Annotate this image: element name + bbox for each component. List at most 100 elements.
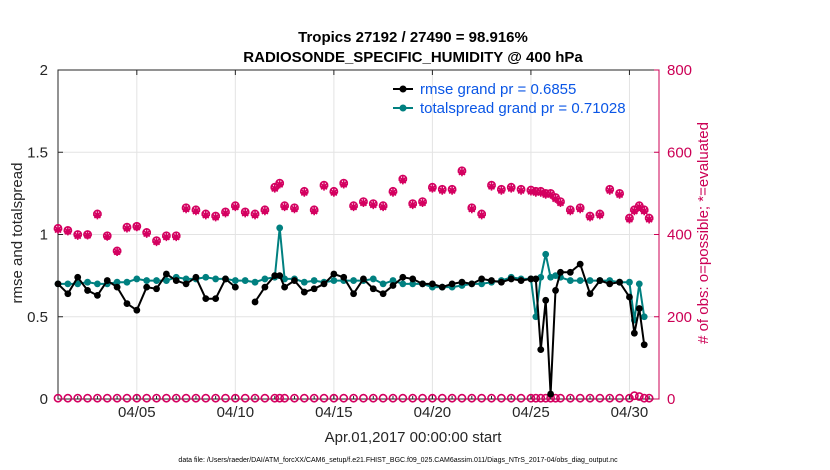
obs_evaluated-marker <box>531 188 541 197</box>
rmse-point <box>74 273 82 281</box>
obs_possible_zero-marker <box>349 393 358 403</box>
obs_possible_zero-marker <box>575 393 585 403</box>
obs_evaluated-marker <box>487 182 496 191</box>
obs_evaluated-marker <box>211 213 220 222</box>
rmse-point <box>143 283 151 291</box>
rmse-point <box>64 290 72 298</box>
totalspread-point <box>640 313 648 321</box>
rmse-point <box>635 305 643 312</box>
obs_evaluated-marker <box>63 227 73 236</box>
y-tick-label-right: 800 <box>667 62 692 79</box>
rmse-point <box>94 291 101 299</box>
obs_possible_zero-marker <box>556 393 565 403</box>
obs_evaluated-marker <box>191 206 201 216</box>
totalspread-point <box>399 280 407 288</box>
obs_evaluated-marker <box>388 188 398 197</box>
obs_evaluated-marker <box>260 206 270 216</box>
rmse-point <box>261 283 269 291</box>
obs_possible_zero-marker <box>378 393 388 403</box>
totalspread-point <box>153 277 160 284</box>
rmse-point <box>389 282 397 289</box>
obs_evaluated-marker <box>546 190 555 199</box>
obs_evaluated-marker <box>221 208 230 218</box>
totalspread-point <box>389 277 397 284</box>
obs_evaluated-marker <box>457 167 467 177</box>
obs_possible_zero-marker <box>290 393 299 403</box>
obs_possible_zero-marker <box>63 393 73 403</box>
totalspread-point <box>241 277 249 284</box>
rmse-point <box>507 275 515 283</box>
obs_possible_zero-marker <box>201 393 211 403</box>
obs_evaluated-marker <box>103 232 112 241</box>
obs_evaluated-marker <box>142 229 151 238</box>
obs_evaluated-marker <box>644 215 654 224</box>
rmse-point <box>497 278 505 286</box>
totalspread-point <box>212 275 220 283</box>
y-axis-label-left: rmse and totalspread <box>9 163 26 304</box>
rmse-point <box>576 260 584 268</box>
x-axis-label: Apr.01,2017 00:00:00 start <box>325 429 503 446</box>
obs_possible_zero-marker <box>531 393 541 403</box>
rmse-point <box>478 275 486 283</box>
rmse-point <box>281 283 289 291</box>
totalspread-point <box>182 275 190 283</box>
rmse-point <box>162 270 170 278</box>
tick-labels: 04/05 04/10 04/15 04/20 04/25 04/3000.511.520… <box>27 62 692 421</box>
totalspread-point <box>84 278 91 286</box>
obs_possible_zero-marker <box>299 393 309 403</box>
obs_possible_zero-marker <box>83 393 92 403</box>
y-tick-label-left: 1 <box>40 227 48 244</box>
rmse-point <box>537 346 545 354</box>
obs_evaluated-marker <box>438 186 447 195</box>
obs_possible_zero-marker <box>122 393 132 403</box>
rmse-point <box>626 293 633 301</box>
obs_possible_zero-marker <box>319 393 329 403</box>
rmse-point <box>586 290 594 298</box>
rmse-point <box>606 280 614 288</box>
obs_evaluated-marker <box>201 210 210 220</box>
obs_possible_zero-marker <box>565 393 575 403</box>
rmse-point <box>330 270 338 278</box>
totalspread-point <box>542 250 550 258</box>
obs_possible_zero-marker <box>551 393 560 403</box>
obs_evaluated-marker <box>625 215 634 224</box>
chart-title-line1: Tropics 27192 / 27490 = 98.916% <box>298 29 528 46</box>
rmse-point <box>192 273 200 281</box>
obs_evaluated-marker <box>93 210 102 220</box>
legend-rmse-marker <box>399 85 407 93</box>
y-tick-label-right: 200 <box>667 309 692 326</box>
rmse-point <box>557 268 564 276</box>
y-tick-label-right: 0 <box>667 391 675 408</box>
obs_possible_zero-marker <box>496 393 506 403</box>
obs_evaluated-marker <box>378 202 388 212</box>
obs_evaluated-marker <box>467 204 477 214</box>
totalspread-point <box>231 277 239 284</box>
legend-rmse-label: rmse grand pr = 0.6855 <box>420 81 576 98</box>
obs_evaluated-marker <box>309 206 319 216</box>
totalspread-point <box>123 278 131 286</box>
obs_evaluated-marker <box>447 186 457 195</box>
totalspread-point <box>350 277 357 284</box>
obs_possible_zero-marker <box>516 393 526 403</box>
y-tick-label-right: 400 <box>667 227 692 244</box>
rmse-point <box>54 280 62 288</box>
obs_evaluated-marker <box>53 225 63 234</box>
x-tick-label: 04/10 <box>217 404 255 421</box>
totalspread-point <box>478 280 486 288</box>
obs_possible_zero-marker <box>359 393 368 403</box>
rmse-point <box>103 277 111 284</box>
rmse-point <box>458 278 466 286</box>
totalspread-point <box>143 277 151 284</box>
obs_evaluated-marker <box>339 180 348 189</box>
rmse-point <box>182 280 190 288</box>
obs_evaluated-marker <box>575 204 585 214</box>
plot-area <box>53 166 654 403</box>
totalspread-point <box>133 275 141 283</box>
obs_possible_zero-marker <box>260 393 270 403</box>
rmse-point <box>596 277 604 284</box>
totalspread-point <box>586 277 594 284</box>
totalspread-point <box>379 280 387 288</box>
obs_evaluated-marker <box>132 222 142 232</box>
obs_possible_zero-marker <box>644 393 654 403</box>
